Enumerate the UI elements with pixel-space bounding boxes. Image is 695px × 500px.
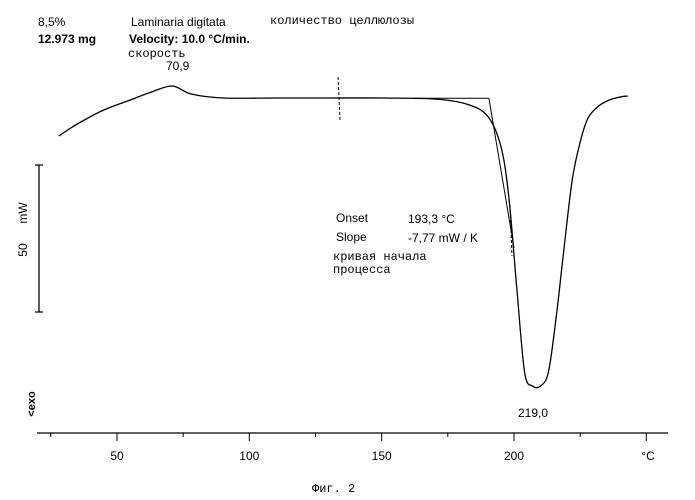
sample-name: Laminaria digitata bbox=[131, 15, 226, 29]
scale-value-label: 50 bbox=[16, 237, 30, 263]
x-tick-label: 100 bbox=[239, 449, 259, 463]
peak1-label: 70,9 bbox=[166, 59, 189, 73]
tangent-note-line2: процесса bbox=[333, 263, 391, 277]
x-tick-label: 50 bbox=[110, 449, 124, 463]
onset-value: 193,3 °C bbox=[408, 212, 455, 226]
slope-label: Slope bbox=[336, 230, 367, 244]
slope-value: -7,77 mW / K bbox=[408, 231, 478, 245]
x-axis-tick-labels: 50 100 150 200 °C bbox=[110, 449, 655, 463]
mass-text: 12.973 mg bbox=[38, 32, 96, 46]
exo-direction-label: <exo bbox=[26, 384, 38, 424]
tangent-note-line1: кривая начала bbox=[333, 250, 427, 264]
velocity-text: Velocity: 10.0 °C/min. bbox=[129, 32, 250, 46]
x-tick-label: 200 bbox=[504, 449, 524, 463]
x-tick-label: 150 bbox=[372, 449, 392, 463]
onset-label: Onset bbox=[336, 211, 368, 225]
figure-caption: Фиг. 2 bbox=[312, 482, 355, 496]
peak2-label: 219,0 bbox=[518, 406, 548, 420]
x-axis-ticks bbox=[51, 433, 647, 441]
x-tick-label: °C bbox=[641, 449, 655, 463]
inflection-tangent bbox=[489, 98, 514, 248]
quantity-label: количество целлюлозы bbox=[270, 14, 414, 28]
percent-text: 8,5% bbox=[38, 15, 65, 29]
scale-unit-label: mW bbox=[16, 200, 30, 226]
